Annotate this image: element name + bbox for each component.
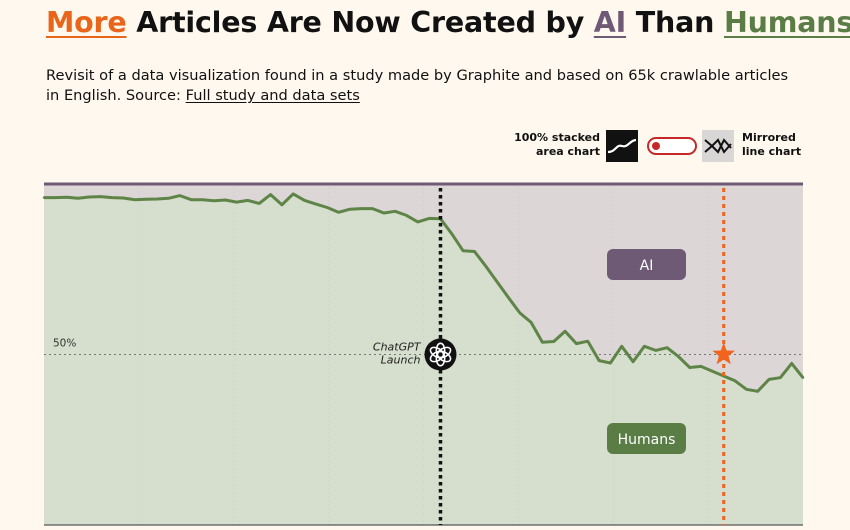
ai-label: AI [640,258,654,274]
openai-logo-petal [429,346,445,359]
data-point [665,346,669,349]
data-point [42,196,46,199]
data-point [688,366,691,369]
data-point [76,197,80,200]
data-point [790,362,793,365]
mirrored-line-label[interactable]: Mirrored line chart [742,131,842,159]
data-point [258,202,261,205]
subtitle: Revisit of a data visualization found in… [46,66,806,106]
data-point [575,342,578,345]
data-point [756,390,759,393]
data-point [65,196,68,199]
data-point [586,340,589,343]
data-point [609,361,612,365]
data-point [801,376,805,379]
data-point [314,202,318,206]
data-point [326,206,329,209]
data-point [280,203,284,206]
data-point [745,388,748,391]
data-point [495,280,499,284]
data-point [88,195,91,199]
openai-logo-glyph [429,342,452,367]
data-point [767,378,771,381]
data-point [394,210,397,213]
source-link[interactable]: Full study and data sets [185,87,360,104]
data-point [156,197,159,201]
data-point [518,311,521,315]
chatgpt-label-line-1: ChatGPT [373,341,422,354]
data-point [620,345,623,348]
data-point [348,208,352,211]
chatgpt-label-line-2: Launch [381,354,421,367]
mirrored-line-label-line-2: line chart [742,145,802,158]
data-point [122,196,125,200]
subtitle-text: Revisit of a data visualization found in… [46,67,789,104]
data-point [246,199,250,202]
data-point [450,232,453,235]
data-point [529,321,533,324]
data-point [110,196,114,199]
data-point [99,195,102,198]
stacked-area-label-line-2: area chart [535,145,600,158]
data-point [190,198,193,201]
data-point [167,197,170,200]
data-point [541,341,544,344]
data-point [473,250,476,253]
data-point [235,200,238,204]
humans-series-line [44,192,805,393]
title-word-ai: AI [593,6,627,39]
data-point [371,207,374,210]
title-text-1: Articles Are Now Created by [126,6,594,39]
data-point [303,199,306,202]
data-point [416,220,419,224]
data-point [711,370,714,373]
data-point [144,198,148,201]
data-point [597,359,601,362]
switch-knob [652,142,660,150]
chart-type-switch[interactable] [647,137,697,155]
data-point [643,345,646,348]
humans-label: Humans [618,432,676,448]
data-point [405,214,408,217]
data-point [201,198,204,201]
data-point [552,340,555,343]
chart-type-toggle: 100% stacked area chart Mirrored line ch… [0,129,850,169]
title-text-2: Than [626,6,724,39]
mirrored-line-label-line-1: Mirrored [742,131,796,144]
page-title: More Articles Are Now Created by AI Than… [46,6,850,39]
data-point [699,365,703,368]
data-point [133,198,136,201]
stacked-area-label-line-1: 100% stacked [514,131,600,144]
data-point [212,199,216,202]
mirrored-line-icon[interactable] [702,130,734,162]
data-point [654,349,657,352]
data-point [360,207,363,210]
openai-logo-icon [424,338,457,371]
data-point [779,376,782,379]
stacked-area-icon[interactable] [606,130,638,162]
data-point [428,217,431,220]
humans-label-box [607,423,686,454]
data-point [677,355,680,358]
data-point [733,379,737,382]
title-word-more: More [46,6,127,39]
data-point [292,192,295,196]
data-point [224,198,227,202]
data-point [178,194,182,197]
reference-label-50: 50% [53,338,76,350]
data-point [54,196,57,199]
data-point [337,211,340,214]
title-word-humans: Humans [723,6,850,39]
data-point [631,360,635,363]
data-point [507,296,510,299]
ai-label-box [607,249,686,280]
stacked-area-label[interactable]: 100% stacked area chart [480,131,600,159]
data-point [382,211,386,215]
crossover-star-icon [712,342,736,365]
data-point [484,265,487,268]
data-point [269,193,272,196]
data-point [563,330,567,333]
data-point [461,249,465,252]
